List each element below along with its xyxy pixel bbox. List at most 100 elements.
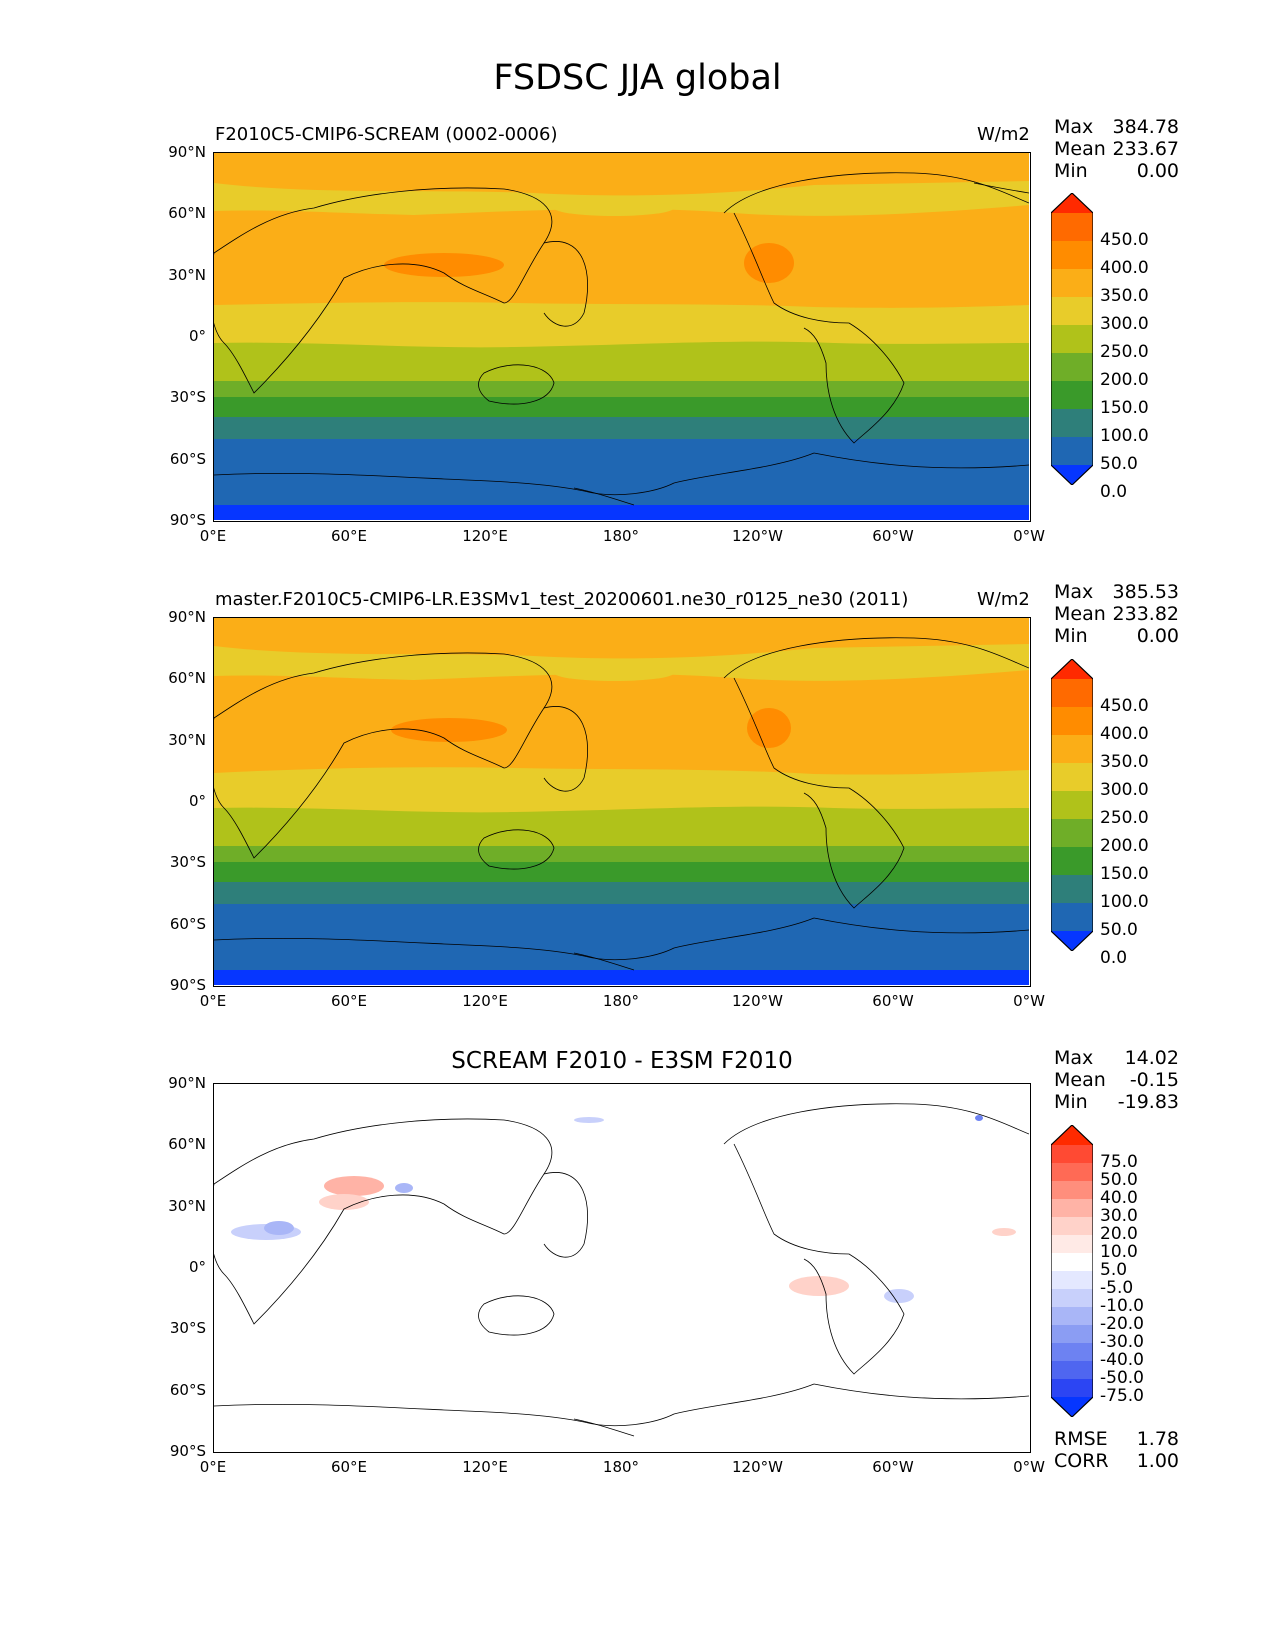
colorbar-swatch [1051,1307,1093,1326]
panel1-x-tick-2: 120°E [462,527,508,545]
panel3-x-tick-1: 60°E [330,1458,368,1476]
colorbar-level-label: -5.0 [1100,1278,1134,1298]
colorbar-swatch [1051,381,1093,410]
panel1-x-tick-6: 0°W [1013,527,1045,545]
colorbar-swatch [1051,437,1093,466]
colorbar-level-label: 50.0 [1100,920,1138,940]
panel3-mean-label: Mean [1054,1069,1106,1091]
panel2-min-value: 0.00 [1136,625,1179,647]
panel2-colorbar-labels: 450.0 400.0 350.0 300.0 250.0 200.0 150.0 100.0… [1100,659,1180,968]
panel1-units: W/m2 [977,124,1030,145]
panel2-min-label: Min [1054,625,1088,647]
colorbar-level-label: 300.0 [1100,780,1149,800]
panel2-map [213,617,1031,987]
panel3-mean-value: -0.15 [1129,1069,1179,1091]
colorbar-swatch [1051,241,1093,270]
colorbar-swatch [1051,1163,1093,1182]
panel2-y-tick-3: 0° [188,792,206,810]
panel2-x-tick-3: 180° [602,992,640,1010]
colorbar-swatch [1051,353,1093,382]
panel1-x-tick-3: 180° [602,527,640,545]
panel3-y-tick-4: 30°S [169,1319,206,1338]
panel1-max-label: Max [1054,116,1094,138]
panel1-map [213,152,1031,522]
panel2-mean-value: 233.82 [1112,603,1179,625]
panel2-y-tick-0: 90°N [168,608,206,626]
colorbar-level-label: -50.0 [1100,1368,1144,1388]
colorbar-swatch [1051,1379,1093,1398]
panel1-colorbar-svg [1050,192,1094,486]
panel1-y-tick-0: 90°N [168,143,206,161]
panel2-x-tick-2: 120°E [462,992,508,1010]
panel3-x-tick-2: 120°E [462,1458,508,1476]
panel3-colorbar [1050,1124,1094,1418]
panel3-y-tick-5: 60°S [169,1380,206,1399]
panel2-y-tick-4: 30°S [169,853,206,872]
colorbar-level-label: 450.0 [1100,696,1149,716]
panel1-max-value: 384.78 [1112,116,1179,138]
colorbar-level-label: 20.0 [1100,1224,1138,1244]
rmse-label: RMSE [1054,1428,1108,1450]
panel1-y-tick-5: 60°S [169,449,206,468]
colorbar-swatch [1051,707,1093,736]
colorbar-level-label: -75.0 [1100,1386,1144,1406]
colorbar-swatch [1051,735,1093,764]
colorbar-level-label: 30.0 [1100,1206,1138,1226]
panel3-colorbar-labels: 75.0 50.0 40.0 30.0 20.0 10.0 5.0 -5.0 -10.0 -20.… [1100,1125,1180,1417]
colorbar-swatch [1051,1145,1093,1164]
colorbar-level-label: 250.0 [1100,342,1149,362]
colorbar-level-label: 400.0 [1100,258,1149,278]
panel3-stats: Max 14.02 Mean -0.15 Min -19.83 [1054,1047,1179,1113]
colorbar-level-label: -40.0 [1100,1350,1144,1370]
panel1-y-tick-2: 30°N [168,265,206,284]
colorbar-level-label: 200.0 [1100,836,1149,856]
panel1-x-tick-0: 0°E [199,527,227,545]
panel3-y-tick-2: 30°N [168,1196,206,1215]
panel3-max-label: Max [1054,1047,1094,1069]
colorbar-swatch [1051,875,1093,904]
panel2-x-tick-1: 60°E [330,992,368,1010]
colorbar-extend-bottom [1051,1397,1093,1417]
colorbar-level-label: -10.0 [1100,1296,1144,1316]
colorbar-level-label: 450.0 [1100,230,1149,250]
panel3-min-label: Min [1054,1091,1088,1113]
colorbar-level-label: 350.0 [1100,752,1149,772]
colorbar-level-label: -20.0 [1100,1314,1144,1334]
panel3-y-tick-3: 0° [188,1258,206,1276]
panel2-y-tick-6: 90°S [169,976,206,994]
panel2-x-tick-5: 60°W [872,992,914,1010]
colorbar-level-label: 10.0 [1100,1242,1138,1262]
corr-value: 1.00 [1136,1450,1179,1472]
colorbar-swatch [1051,1181,1093,1200]
panel2-colorbar-svg [1050,658,1094,952]
colorbar-level-label: 350.0 [1100,286,1149,306]
colorbar-extend-bottom [1051,465,1093,485]
panel2-units: W/m2 [977,589,1030,610]
colorbar-swatch [1051,1325,1093,1344]
colorbar-swatch [1051,1343,1093,1362]
panel3-y-tick-6: 90°S [169,1442,206,1460]
colorbar-swatch [1051,847,1093,876]
colorbar-level-label: 0.0 [1100,482,1128,502]
colorbar-level-label: 40.0 [1100,1188,1138,1208]
colorbar-extend-top [1051,1125,1093,1145]
panel2-y-tick-1: 60°N [168,669,206,688]
panel1-x-tick-5: 60°W [872,527,914,545]
panel3-min-value: -19.83 [1117,1091,1179,1113]
panel3-y-tick-1: 60°N [168,1135,206,1154]
panel1-stats: Max 384.78 Mean 233.67 Min 0.00 [1054,116,1179,182]
panel3-x-tick-3: 180° [602,1458,640,1476]
panel3-x-tick-0: 0°E [199,1458,227,1476]
colorbar-swatch [1051,409,1093,438]
panel3-map [213,1083,1031,1453]
panel2-stats: Max 385.53 Mean 233.82 Min 0.00 [1054,581,1179,647]
colorbar-level-label: 100.0 [1100,892,1149,912]
colorbar-swatch [1051,213,1093,242]
panel1-colorbar-labels: 450.0 400.0 350.0 300.0 250.0 200.0 150.0 100.0… [1100,193,1180,502]
figure-title: FSDSC JJA global [493,58,782,98]
panel1-x-tick-4: 120°W [732,527,783,545]
colorbar-extend-top [1051,659,1093,679]
panel1-y-tick-3: 0° [188,327,206,345]
panel1-mean-label: Mean [1054,138,1106,160]
colorbar-swatch [1051,297,1093,326]
